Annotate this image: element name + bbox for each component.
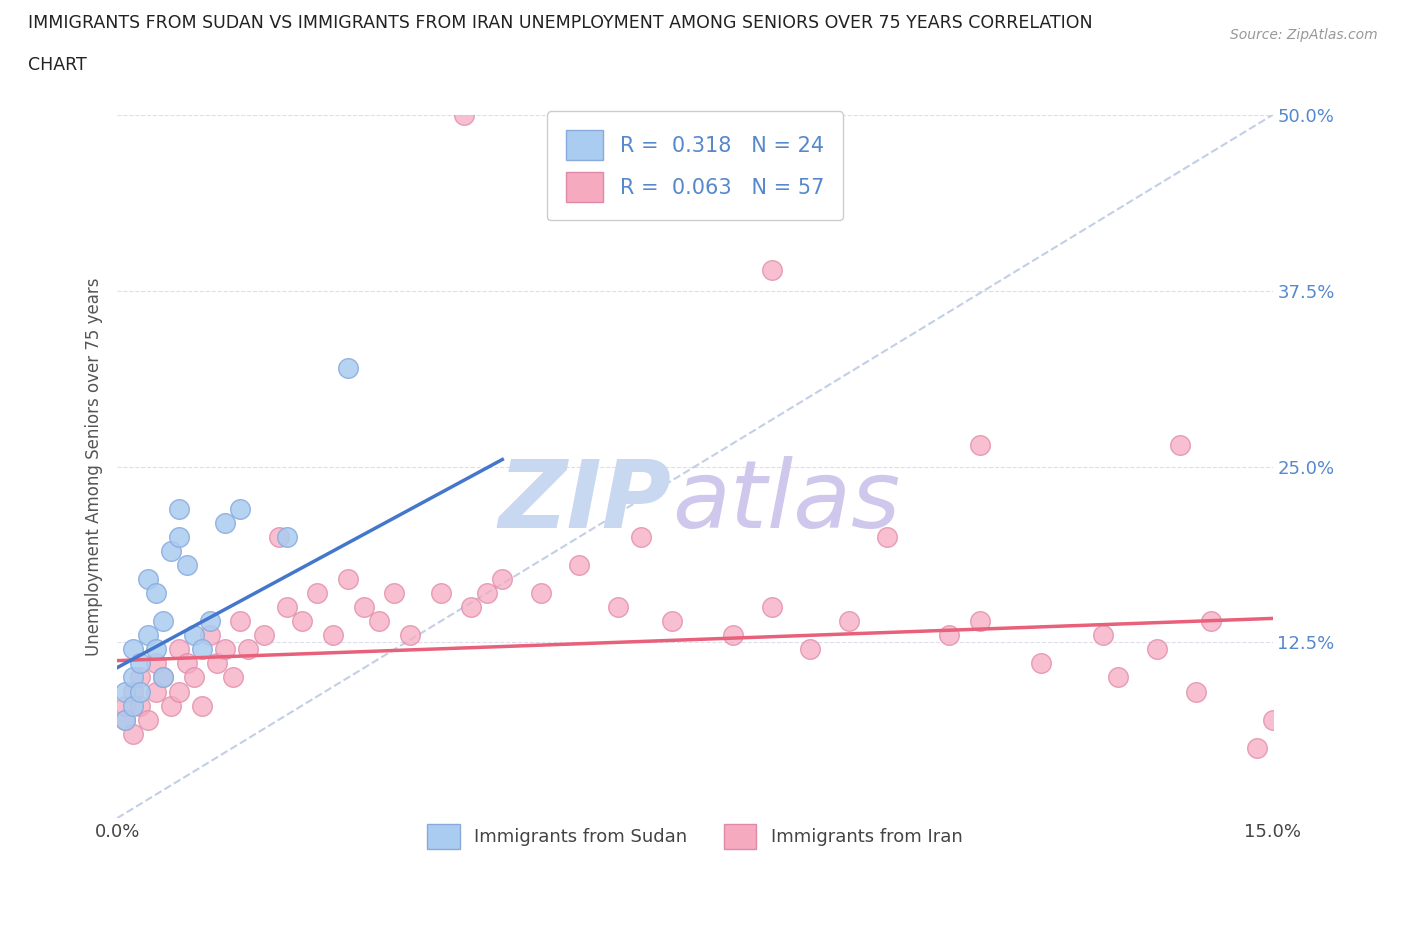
Point: [1108, 670, 1130, 684]
Point: [630, 529, 652, 544]
Point: [160, 543, 183, 558]
Point: [183, 628, 205, 643]
Point: [214, 515, 236, 530]
Point: [167, 529, 190, 544]
Point: [191, 698, 214, 713]
Point: [207, 656, 229, 671]
Point: [121, 684, 143, 699]
Point: [191, 642, 214, 657]
Point: [136, 712, 159, 727]
Point: [145, 656, 167, 671]
Text: IMMIGRANTS FROM SUDAN VS IMMIGRANTS FROM IRAN UNEMPLOYMENT AMONG SENIORS OVER 75: IMMIGRANTS FROM SUDAN VS IMMIGRANTS FROM…: [28, 14, 1092, 32]
Point: [229, 614, 252, 629]
Point: [267, 529, 290, 544]
Point: [129, 656, 152, 671]
Point: [252, 628, 274, 643]
Point: [167, 642, 190, 657]
Y-axis label: Unemployment Among Seniors over 75 years: Unemployment Among Seniors over 75 years: [86, 277, 103, 656]
Point: [799, 642, 821, 657]
Point: [152, 614, 174, 629]
Point: [129, 698, 152, 713]
Point: [176, 558, 198, 573]
Text: CHART: CHART: [28, 56, 87, 73]
Point: [114, 684, 136, 699]
Point: [938, 628, 960, 643]
Point: [1261, 712, 1284, 727]
Point: [723, 628, 745, 643]
Point: [121, 642, 143, 657]
Point: [136, 572, 159, 587]
Point: [114, 712, 136, 727]
Point: [606, 600, 628, 615]
Point: [761, 262, 783, 277]
Point: [145, 684, 167, 699]
Point: [198, 628, 221, 643]
Point: [530, 586, 553, 601]
Point: [429, 586, 451, 601]
Point: [1246, 740, 1268, 755]
Point: [337, 361, 360, 376]
Point: [183, 670, 205, 684]
Point: [1199, 614, 1222, 629]
Point: [145, 586, 167, 601]
Point: [145, 642, 167, 657]
Point: [121, 726, 143, 741]
Point: [969, 438, 991, 453]
Point: [491, 572, 513, 587]
Point: [460, 600, 482, 615]
Point: [236, 642, 259, 657]
Point: [453, 108, 475, 123]
Point: [129, 670, 152, 684]
Text: Source: ZipAtlas.com: Source: ZipAtlas.com: [1230, 28, 1378, 42]
Point: [353, 600, 375, 615]
Point: [152, 670, 174, 684]
Point: [121, 698, 143, 713]
Point: [368, 614, 391, 629]
Point: [291, 614, 314, 629]
Point: [1031, 656, 1053, 671]
Legend: Immigrants from Sudan, Immigrants from Iran: Immigrants from Sudan, Immigrants from I…: [419, 815, 972, 858]
Point: [167, 501, 190, 516]
Point: [214, 642, 236, 657]
Point: [276, 600, 298, 615]
Point: [1168, 438, 1191, 453]
Text: atlas: atlas: [672, 457, 900, 547]
Text: ZIP: ZIP: [499, 456, 672, 548]
Point: [167, 684, 190, 699]
Point: [337, 572, 360, 587]
Point: [229, 501, 252, 516]
Point: [114, 712, 136, 727]
Point: [114, 698, 136, 713]
Point: [761, 600, 783, 615]
Point: [384, 586, 406, 601]
Point: [152, 670, 174, 684]
Point: [475, 586, 498, 601]
Point: [568, 558, 591, 573]
Point: [322, 628, 344, 643]
Point: [136, 628, 159, 643]
Point: [661, 614, 683, 629]
Point: [222, 670, 245, 684]
Point: [1092, 628, 1115, 643]
Point: [198, 614, 221, 629]
Point: [307, 586, 329, 601]
Point: [1184, 684, 1206, 699]
Point: [176, 656, 198, 671]
Point: [399, 628, 422, 643]
Point: [129, 684, 152, 699]
Point: [876, 529, 898, 544]
Point: [1146, 642, 1168, 657]
Point: [121, 670, 143, 684]
Point: [969, 614, 991, 629]
Point: [160, 698, 183, 713]
Point: [276, 529, 298, 544]
Point: [838, 614, 860, 629]
